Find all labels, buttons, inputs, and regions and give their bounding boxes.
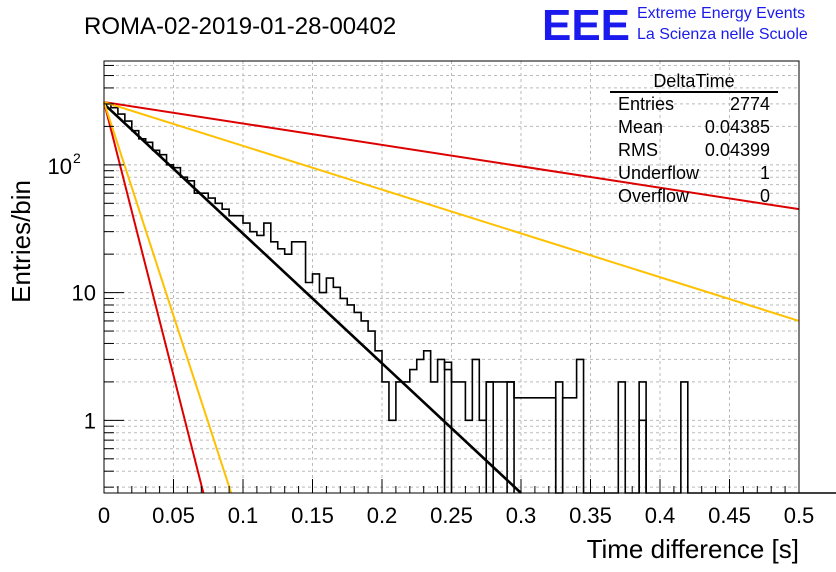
stats-value-rms: 0.04399 [705,140,770,160]
run-title: ROMA-02-2019-01-28-00402 [84,13,396,40]
stats-value-underflow: 1 [760,163,770,183]
stats-label-overflow: Overflow [618,186,690,206]
x-tick-label: 0.35 [569,503,612,528]
x-tick-labels: 0 0.05 0.1 0.15 0.2 0.25 0.3 0.35 0.4 0.45 0.5 [98,503,814,528]
x-tick-label: 0.05 [152,503,195,528]
x-tick-label: 0.5 [784,503,815,528]
y-tick-label: 10 [72,281,96,306]
histogram-bin [506,381,515,493]
org-line-1: Extreme Energy Events [637,5,805,22]
x-tick-label: 0.25 [430,503,473,528]
x-tick-label: 0.1 [228,503,259,528]
stats-value-entries: 2774 [730,94,770,114]
y-tick-label-exponent: 2 [73,150,81,166]
reference-line [103,101,205,494]
fit-line [103,102,522,494]
stats-box: DeltaTime Entries 2774 Mean 0.04385 RMS … [610,71,778,206]
x-tick-label: 0.2 [367,503,398,528]
histogram-bin [638,419,647,493]
series-lines [103,101,800,494]
stats-label-rms: RMS [618,140,658,160]
stats-label-entries: Entries [618,94,674,114]
y-tick-label: 10 [48,154,72,179]
grid [104,61,799,493]
stats-label-mean: Mean [618,117,663,137]
x-axis-label: Time difference [s] [587,534,799,564]
y-axis-label: Entries/bin [6,180,36,303]
eee-logo: EEE [542,1,630,50]
x-tick-label: 0.45 [708,503,751,528]
stats-label-underflow: Underflow [618,163,700,183]
x-tick-label: 0.3 [506,503,537,528]
y-tick-label: 1 [84,408,96,433]
histogram-bin [554,381,564,493]
reference-line [103,101,233,494]
axis-ticks [103,64,800,493]
histogram-bin [485,381,494,493]
stats-value-mean: 0.04385 [705,117,770,137]
reference-line [103,101,800,322]
x-tick-label: 0.4 [645,503,676,528]
org-line-2: La Scienza nelle Scuole [637,26,808,43]
stats-value-overflow: 0 [760,186,770,206]
stats-title: DeltaTime [653,71,734,91]
reference-line [103,101,800,211]
x-tick-label: 0 [98,503,110,528]
x-tick-label: 0.15 [291,503,334,528]
